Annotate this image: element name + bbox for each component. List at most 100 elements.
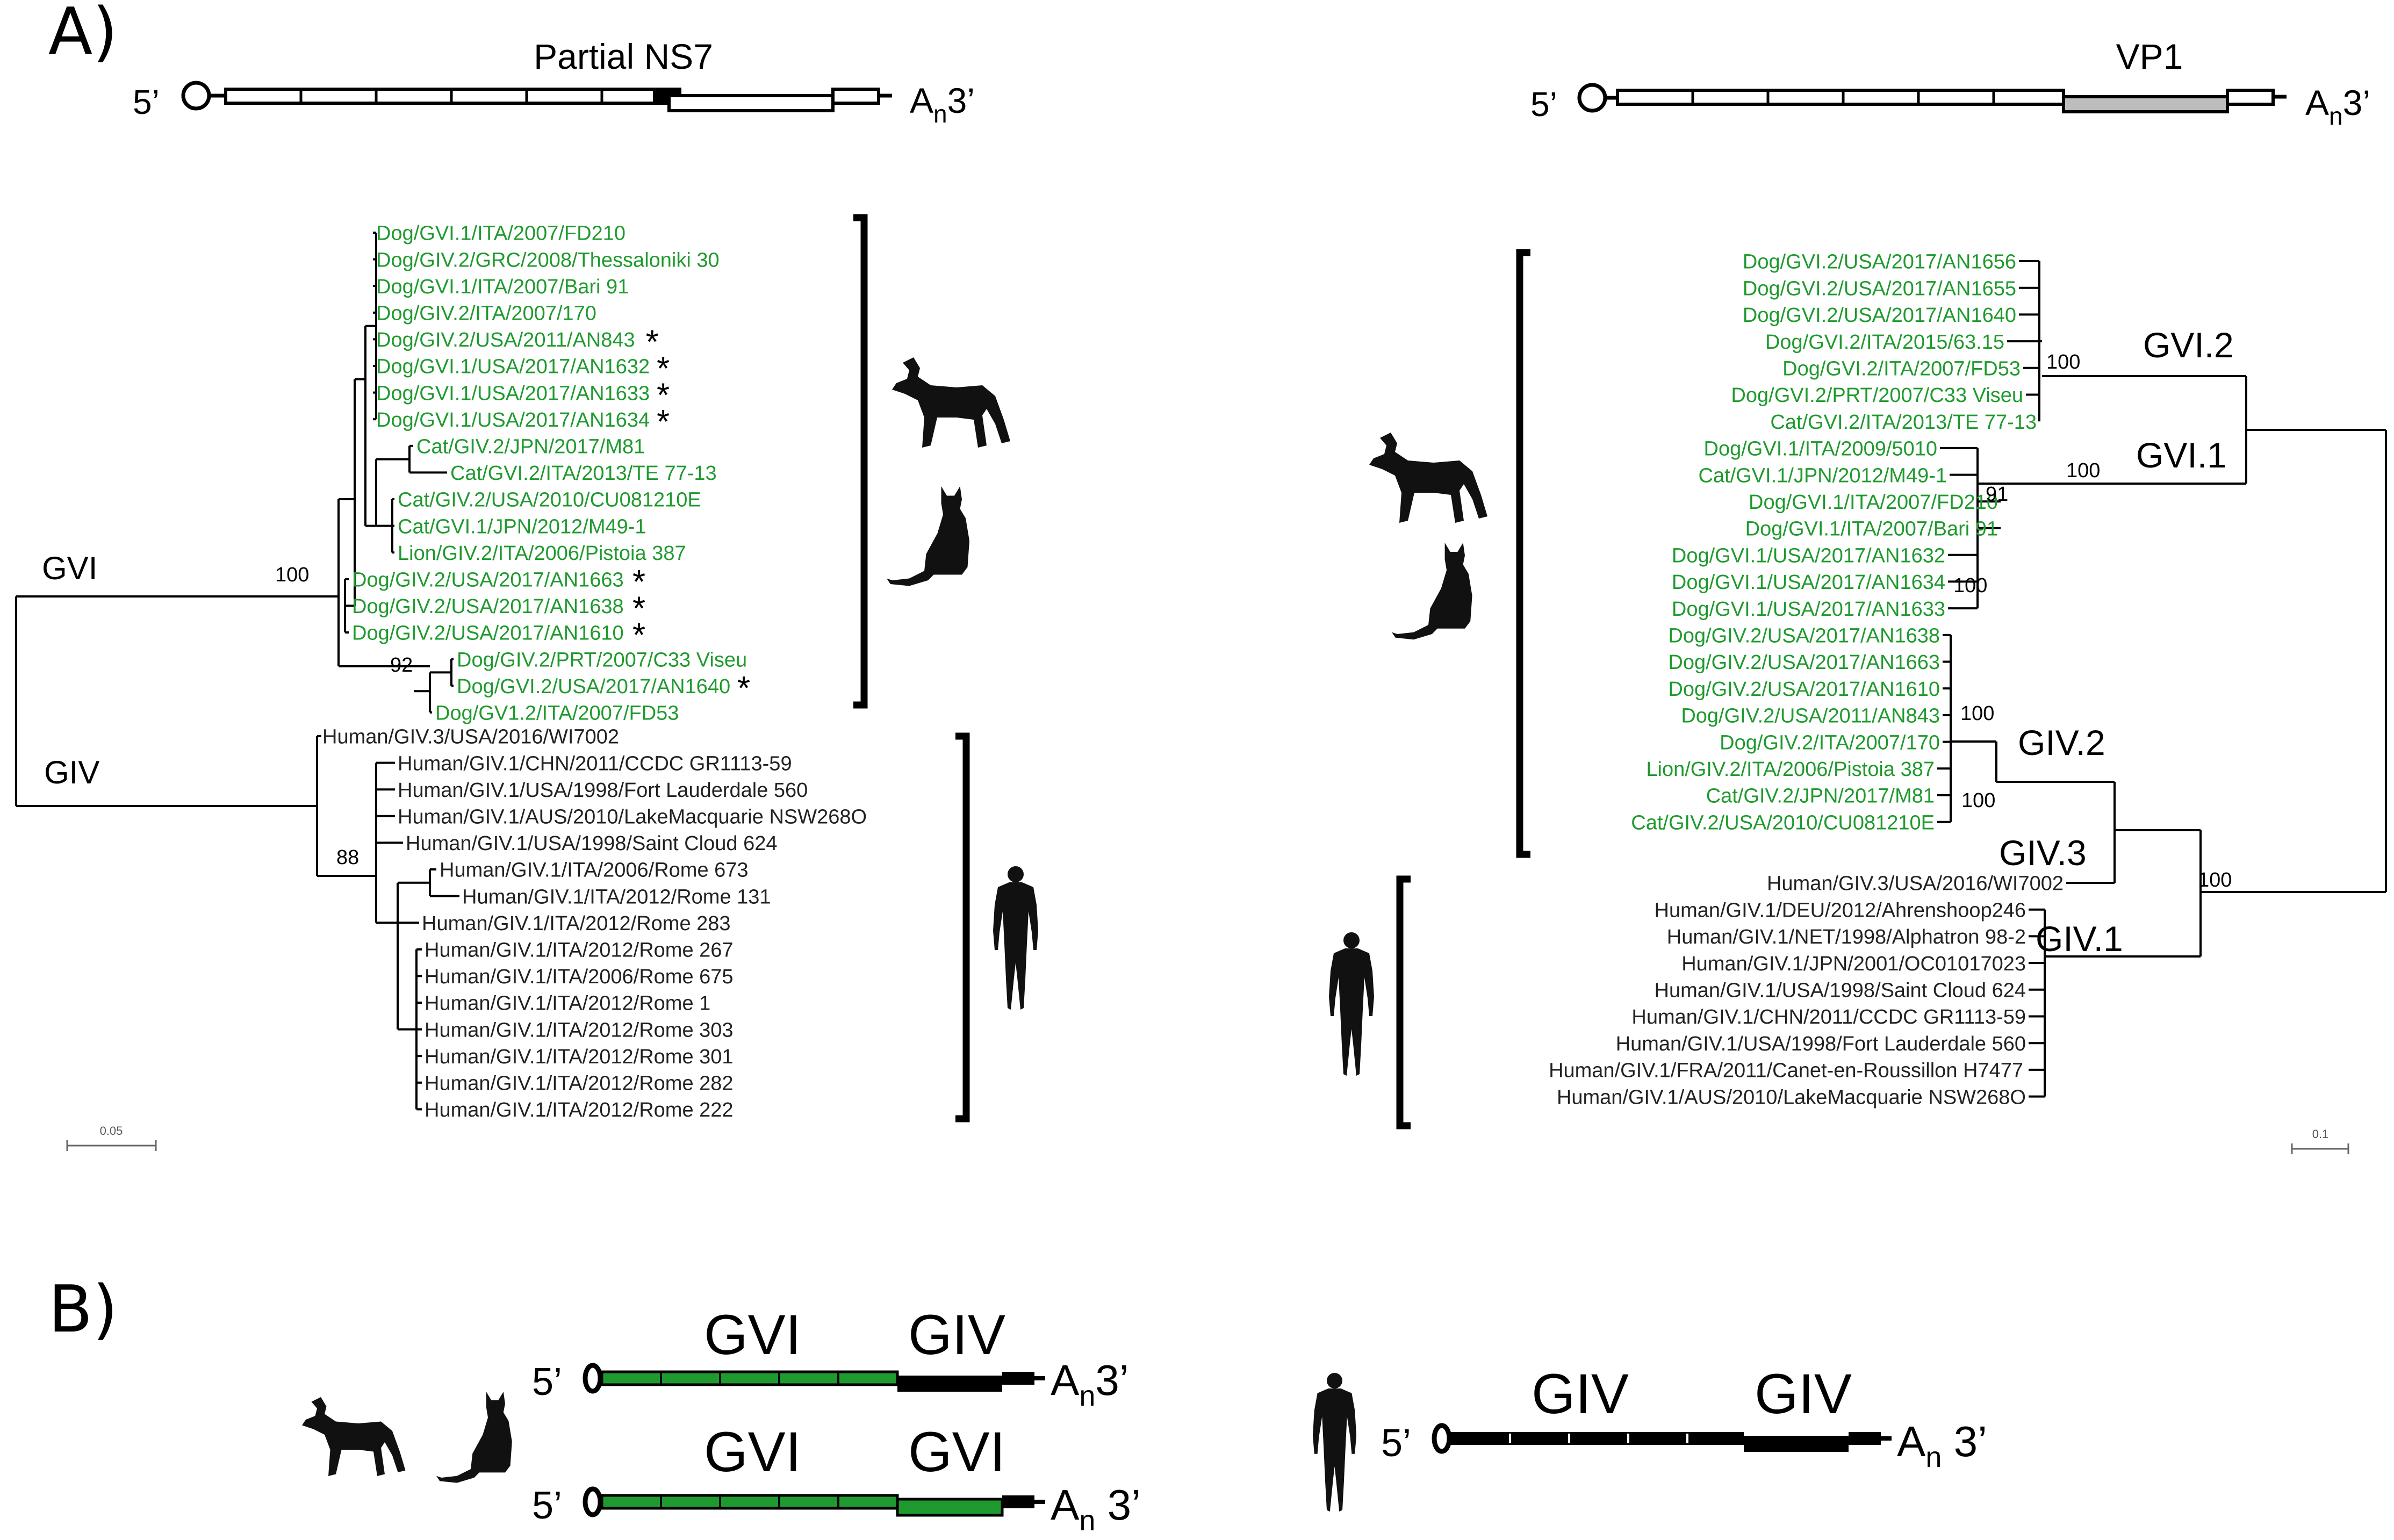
- right-taxon-animal: Cat/GVI.1/JPN/2012/M49-1: [1698, 464, 1947, 487]
- left-clade-gvi-label: GVI: [42, 550, 97, 586]
- right-taxon-human: Human/GIV.1/NET/1998/Alphatron 98-2: [1667, 926, 2026, 948]
- novel-sequence-asterisk: *: [632, 617, 645, 654]
- cat-silhouette-icon: [1392, 543, 1472, 640]
- panel-b-label: B): [48, 1272, 118, 1347]
- left-taxon-human: Human/GIV.1/USA/1998/Saint Cloud 624: [406, 832, 777, 855]
- right-taxon-human: Human/GIV.1/USA/1998/Saint Cloud 624: [1655, 979, 2026, 1002]
- left-orf2: [667, 94, 835, 112]
- right-bootstrap-7: 100: [2198, 869, 2232, 891]
- right-taxon-human: Human/GIV.1/FRA/2011/Canet-en-Roussillon…: [1549, 1060, 2023, 1082]
- left-taxon-animal: Dog/GVI.1/USA/2017/AN1633: [376, 382, 650, 405]
- left-taxon-animal: Cat/GIV.2/JPN/2017/M81: [416, 435, 645, 458]
- left-scale-bar: 0.05: [66, 1124, 157, 1151]
- left-taxon-animal: Dog/GIV.2/ITA/2007/170: [376, 302, 596, 325]
- label-giv1: GIV.1: [2036, 919, 2123, 959]
- right-bootstrap-1: 100: [2046, 351, 2080, 373]
- label-gvi1: GVI.1: [2136, 435, 2227, 475]
- left-taxon-animal: Dog/GIV.2/GRC/2008/Thessaloniki 30: [376, 249, 720, 271]
- right-taxon-animal: Dog/GIV.2/ITA/2007/170: [1720, 731, 1940, 754]
- left-taxon-animal: Dog/GVI.2/USA/2017/AN1640: [457, 675, 730, 698]
- right-bootstrap-5: 100: [1960, 702, 1994, 725]
- human-silhouette-icon: [993, 866, 1038, 1010]
- right-orf1: [1616, 89, 2065, 106]
- left-taxon-human: Human/GIV.1/ITA/2012/Rome 222: [425, 1099, 734, 1121]
- left-taxon-animal: Dog/GIV.2/USA/2017/AN1663: [352, 568, 624, 591]
- right-taxon-animal: Cat/GIV.2/JPN/2017/M81: [1706, 785, 1935, 808]
- left-taxon-human: Human/GIV.1/AUS/2010/LakeMacquarie NSW26…: [398, 805, 867, 828]
- right-taxon-animal: Dog/GIV.2/USA/2017/AN1638: [1668, 624, 1940, 647]
- left-taxon-animal: Dog/GVI.1/USA/2017/AN1634: [376, 409, 650, 431]
- left-taxon-human: Human/GIV.1/ITA/2012/Rome 282: [425, 1072, 734, 1095]
- right-taxon-human: Human/GIV.1/CHN/2011/CCDC GR1113-59: [1631, 1006, 2026, 1028]
- left-taxon-animal: Dog/GIV.2/USA/2011/AN843: [376, 329, 635, 351]
- genome-giv-giv-human: GIV GIV 5’ An 3’: [1381, 1363, 1987, 1473]
- left-genome-cap: [181, 81, 211, 111]
- right-taxon-animal: Dog/GVI.1/USA/2017/AN1634: [1672, 571, 1945, 594]
- right-vp1-region: [2062, 95, 2229, 113]
- right-animal-bracket: [1516, 249, 1530, 858]
- genome3-cap: [1432, 1423, 1452, 1454]
- right-five-prime: 5’: [1530, 85, 1557, 124]
- novel-sequence-asterisk: *: [657, 377, 670, 414]
- cat-silhouette-icon: [436, 1392, 512, 1483]
- right-taxon-animal: Dog/GVI.2/PRT/2007/C33 Viseu: [1731, 384, 2023, 407]
- right-taxon-animal: Dog/GVI.2/USA/2017/AN1655: [1743, 277, 2016, 300]
- left-taxon-animal: Dog/GIV.2/PRT/2007/C33 Viseu: [457, 649, 747, 671]
- right-taxon-animal: Dog/GVI.1/USA/2017/AN1632: [1672, 544, 1945, 567]
- left-taxon-human: Human/GIV.1/ITA/2006/Rome 675: [425, 966, 734, 988]
- genome3-left-label: GIV: [1532, 1363, 1629, 1426]
- genome3-right-label: GIV: [1755, 1363, 1852, 1426]
- genome2-right-label: GVI: [908, 1421, 1005, 1484]
- right-human-bracket: [1396, 875, 1411, 1129]
- right-taxon-animal: Dog/GVI.2/ITA/2007/FD53: [1782, 357, 2021, 380]
- right-taxon-animal: Dog/GIV.2/USA/2017/AN1663: [1668, 651, 1940, 674]
- recombinant-genome-gvi-gvi: GVI GVI 5’ An 3’: [532, 1421, 1141, 1537]
- right-tree-branches: [1937, 260, 2387, 1098]
- label-giv3: GIV.3: [1999, 833, 2087, 873]
- right-taxon-human: Human/GIV.3/USA/2016/WI7002: [1767, 873, 2064, 895]
- label-gvi2: GVI.2: [2143, 325, 2234, 365]
- right-scale-label: 0.1: [2312, 1127, 2329, 1141]
- left-bootstrap-giv: 88: [336, 846, 359, 869]
- right-taxon-human: Human/GIV.1/JPN/2001/OC01017023: [1681, 953, 2026, 975]
- genome3-tail: An 3’: [1897, 1417, 1987, 1473]
- left-taxon-human: Human/GIV.1/ITA/2012/Rome 283: [422, 912, 731, 935]
- novel-sequence-asterisk: *: [737, 670, 750, 707]
- left-scale-label: 0.05: [100, 1124, 123, 1138]
- left-taxon-animal: Dog/GV1.2/ITA/2007/FD53: [435, 702, 679, 724]
- genome1-cap: [583, 1363, 603, 1394]
- left-taxon-human: Human/GIV.1/ITA/2012/Rome 1: [425, 992, 710, 1015]
- right-genome-schematic: VP1 5’ An3’: [1530, 37, 2370, 130]
- human-silhouette-icon: [1312, 1373, 1357, 1512]
- genome2-left-label: GVI: [704, 1421, 801, 1484]
- right-bootstrap-6: 100: [1961, 789, 1995, 812]
- novel-sequence-asterisk: *: [657, 350, 670, 387]
- right-taxon-animal: Cat/GVI.2/ITA/2013/TE 77-13: [1770, 411, 2037, 434]
- right-taxon-animal: Lion/GIV.2/ITA/2006/Pistoia 387: [1646, 758, 1935, 781]
- left-taxon-animal: Dog/GIV.2/USA/2017/AN1638: [352, 595, 624, 618]
- left-taxon-animal: Dog/GIV.2/USA/2017/AN1610: [352, 622, 624, 645]
- right-taxon-animal: Cat/GIV.2/USA/2010/CU081210E: [1631, 811, 1935, 834]
- left-taxon-human: Human/GIV.1/ITA/2012/Rome 303: [425, 1019, 734, 1041]
- left-clade-giv-label: GIV: [44, 754, 99, 790]
- left-human-bracket: [955, 732, 970, 1122]
- left-title: Partial NS7: [534, 37, 713, 76]
- left-taxon-animal: Cat/GVI.2/ITA/2013/TE 77-13: [450, 462, 717, 485]
- genome1-right-label: GIV: [908, 1304, 1005, 1366]
- left-phylogenetic-tree: Dog/GVI.1/ITA/2007/FD210 Dog/GIV.2/GRC/20…: [15, 222, 867, 1151]
- novel-sequence-asterisk: *: [632, 564, 645, 601]
- left-taxon-animal: Dog/GVI.1/USA/2017/AN1632: [376, 356, 650, 378]
- novel-sequence-asterisk: *: [657, 404, 670, 441]
- dog-silhouette-icon: [892, 357, 1010, 448]
- cat-silhouette-icon: [887, 486, 969, 586]
- left-taxon-animal: Cat/GIV.2/USA/2010/CU081210E: [398, 489, 701, 512]
- dog-silhouette-icon: [1369, 433, 1487, 523]
- panel-a-label: A): [48, 0, 118, 69]
- right-taxon-human: Human/GIV.1/USA/1998/Fort Lauderdale 560: [1616, 1033, 2026, 1055]
- right-genome-cap: [1577, 83, 1607, 113]
- right-taxon-human: Human/GIV.1/AUS/2010/LakeMacquarie NSW26…: [1557, 1086, 2026, 1109]
- genome3-five-prime: 5’: [1381, 1422, 1411, 1465]
- left-taxon-animal: Cat/GVI.1/JPN/2012/M49-1: [398, 515, 646, 538]
- left-taxon-human: Human/GIV.1/ITA/2012/Rome 301: [425, 1046, 734, 1068]
